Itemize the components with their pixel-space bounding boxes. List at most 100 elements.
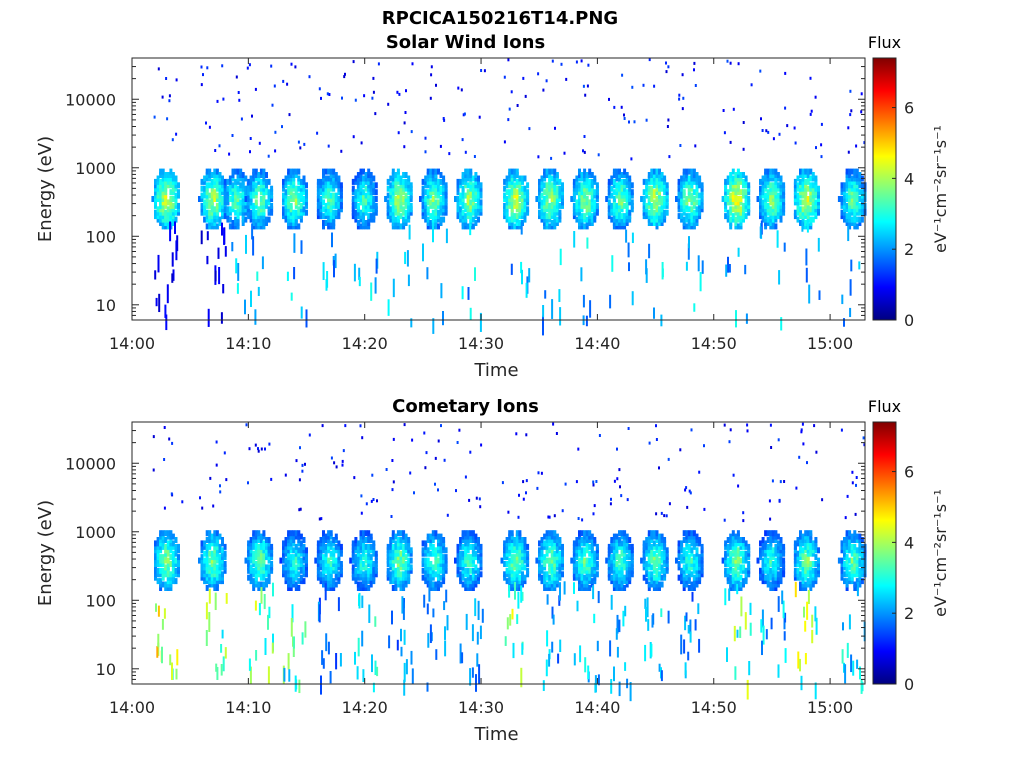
flux-cell <box>665 547 669 554</box>
flux-cell <box>297 571 301 578</box>
flux-cell <box>252 567 256 574</box>
flux-cell <box>200 185 204 192</box>
flux-cell <box>367 543 371 550</box>
flux-cell <box>155 603 157 612</box>
flux-cell <box>359 209 363 216</box>
flux-cell <box>698 175 702 182</box>
flux-cell <box>156 646 159 658</box>
flux-cell <box>334 202 338 209</box>
flux-cell <box>855 189 859 196</box>
flux-cell <box>515 199 519 206</box>
flux-cell <box>690 216 694 223</box>
flux-cell <box>324 182 328 189</box>
flux-cell <box>391 537 395 543</box>
flux-cell <box>630 557 634 564</box>
flux-cell <box>228 223 232 230</box>
flux-cell <box>647 547 651 554</box>
flux-cell <box>389 185 393 192</box>
flux-cell <box>466 581 470 588</box>
flux-cell <box>156 189 160 196</box>
flux-cell <box>389 540 393 547</box>
flux-cell <box>169 547 173 554</box>
flux-cell <box>287 216 291 223</box>
flux-cell <box>724 178 728 185</box>
flux-cell <box>163 608 166 619</box>
flux-cell <box>682 574 686 581</box>
flux-cell <box>650 213 654 220</box>
flux-cell <box>553 561 557 567</box>
flux-cell <box>461 189 465 196</box>
flux-cell <box>254 540 258 547</box>
flux-cell <box>518 178 522 185</box>
flux-cell <box>166 550 170 557</box>
flux-cell <box>208 564 212 571</box>
flux-cell <box>399 537 403 543</box>
flux-cell <box>247 543 251 550</box>
flux-cell <box>799 209 802 216</box>
flux-cell <box>623 172 627 178</box>
flux-cell <box>477 202 480 209</box>
flux-cell <box>322 581 325 588</box>
flux-cell <box>364 585 368 591</box>
flux-cell <box>159 178 163 185</box>
flux-cell <box>729 206 733 213</box>
flux-cell <box>437 543 440 550</box>
flux-cell <box>809 112 812 116</box>
flux-cell <box>431 543 435 550</box>
flux-cell <box>505 554 509 561</box>
flux-cell <box>362 209 365 216</box>
flux-cell <box>166 557 170 564</box>
flux-cell <box>200 567 204 574</box>
flux-cell <box>650 189 654 196</box>
flux-cell <box>324 220 328 226</box>
flux-cell <box>265 172 268 178</box>
flux-cell <box>316 209 320 216</box>
flux-cell <box>305 571 308 578</box>
flux-cell <box>647 581 651 588</box>
flux-cell <box>526 557 530 564</box>
flux-cell <box>166 540 170 547</box>
flux-cell <box>218 175 222 182</box>
flux-cell <box>396 639 399 651</box>
flux-cell <box>389 564 393 571</box>
flux-cell <box>658 547 661 554</box>
flux-cell <box>690 220 694 226</box>
flux-cell <box>860 199 864 206</box>
flux-cell <box>213 547 217 554</box>
flux-cell <box>555 578 559 585</box>
flux-cell <box>583 189 587 196</box>
flux-cell <box>739 209 743 216</box>
flux-cell <box>434 192 438 199</box>
flux-cell <box>359 178 363 185</box>
flux-cell <box>159 189 163 196</box>
flux-cell <box>292 561 296 567</box>
flux-cell <box>469 168 473 175</box>
flux-cell <box>413 491 415 495</box>
flux-cell <box>543 206 547 213</box>
flux-cell <box>665 550 669 557</box>
flux-cell <box>680 557 684 564</box>
flux-cell <box>282 571 285 578</box>
flux-cell <box>759 199 762 206</box>
flux-cells <box>152 422 867 702</box>
flux-cell <box>682 578 686 585</box>
flux-cell <box>370 499 373 503</box>
flux-cell <box>510 216 514 223</box>
flux-cell <box>687 574 691 581</box>
flux-cell <box>543 223 547 230</box>
flux-cell <box>736 202 740 209</box>
flux-cell <box>561 202 564 209</box>
flux-cell <box>580 540 584 547</box>
flux-cell <box>699 272 702 292</box>
flux-cell <box>680 547 684 554</box>
flux-cell <box>779 199 783 206</box>
flux-cell <box>618 554 621 561</box>
flux-cell <box>404 185 408 192</box>
flux-cell <box>299 185 303 192</box>
flux-cell <box>620 199 624 206</box>
flux-cell <box>159 554 163 561</box>
flux-cell <box>284 473 287 477</box>
flux-cell <box>171 567 175 574</box>
flux-cell <box>161 561 165 567</box>
flux-cell <box>521 591 524 601</box>
